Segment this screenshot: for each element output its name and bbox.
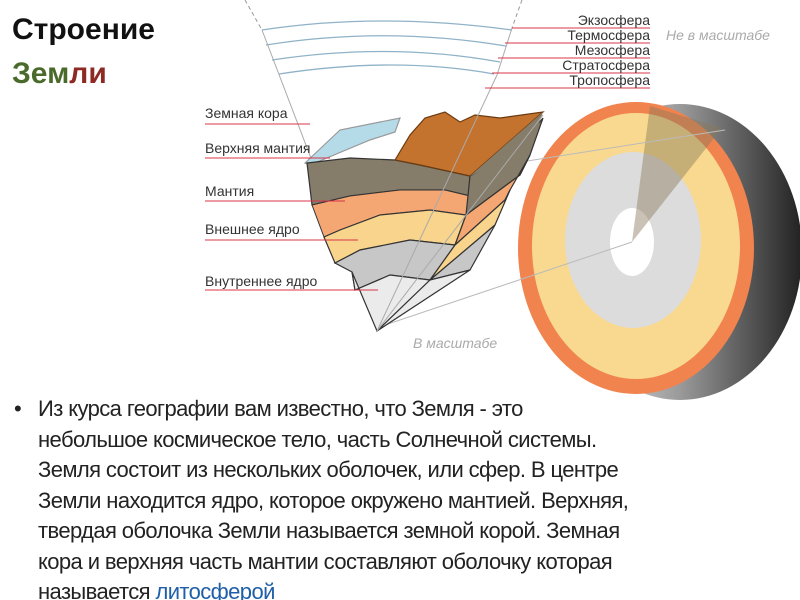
text-line: небольшое космическое тело, часть Солнеч… bbox=[38, 426, 597, 452]
atmosphere-labels: Экзосфера Термосфера Мезосфера Стратосфе… bbox=[485, 12, 770, 89]
text-line: твердая оболочка Земли называется земной… bbox=[38, 518, 620, 543]
slide-title: Строение Земли bbox=[12, 8, 155, 96]
to-scale-note: В масштабе bbox=[413, 335, 497, 351]
bullet: • bbox=[14, 396, 22, 421]
text-line: Земля состоит из нескольких оболочек, ил… bbox=[38, 457, 619, 482]
label-thermosphere: Термосфера bbox=[567, 27, 650, 43]
text-line: кора и верхняя часть мантии составляют о… bbox=[38, 548, 613, 574]
body-text: • Из курса географии вам известно, что З… bbox=[14, 394, 800, 600]
atmosphere-arcs bbox=[261, 20, 513, 75]
layer-labels: Земная кора Верхняя мантия Мантия Внешне… bbox=[205, 105, 497, 351]
title-line-2: Земли bbox=[12, 52, 155, 96]
text-prefix: называется bbox=[38, 579, 156, 600]
label-stratosphere: Стратосфера bbox=[562, 57, 650, 73]
not-to-scale-note: Не в масштабе bbox=[666, 27, 770, 43]
text-line-last: называется литосферой bbox=[38, 577, 628, 600]
earth-structure-diagram: Экзосфера Термосфера Мезосфера Стратосфе… bbox=[205, 0, 800, 400]
earth-cone-cutaway bbox=[303, 74, 545, 333]
title-part-red: ли bbox=[69, 57, 107, 90]
label-mesosphere: Мезосфера bbox=[575, 42, 650, 58]
title-part-green: Зем bbox=[12, 57, 70, 90]
label-outer-core: Внешнее ядро bbox=[205, 221, 300, 237]
label-inner-core: Внутреннее ядро bbox=[205, 273, 318, 289]
label-crust: Земная кора bbox=[205, 105, 288, 121]
earth-cross-section-disc bbox=[518, 102, 800, 400]
label-exosphere: Экзосфера bbox=[578, 12, 650, 28]
title-line-1: Строение bbox=[12, 13, 155, 46]
label-troposphere: Тропосфера bbox=[569, 72, 650, 88]
label-mantle: Мантия bbox=[205, 183, 254, 199]
text-line: Земли находится ядро, которое окружено м… bbox=[38, 487, 629, 513]
label-upper-mantle: Верхняя мантия bbox=[205, 140, 311, 156]
lithosphere-link[interactable]: литосферой bbox=[155, 579, 275, 600]
text-line: Из курса географии вам известно, что Зем… bbox=[38, 396, 523, 421]
